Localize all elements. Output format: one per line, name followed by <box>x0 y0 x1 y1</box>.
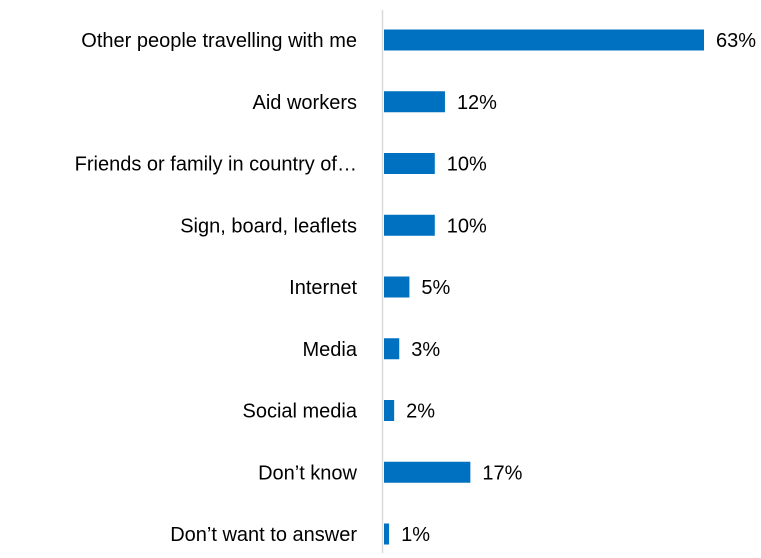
bar <box>384 29 704 51</box>
category-label: Don’t know <box>258 462 357 484</box>
category-label: Social media <box>242 401 357 423</box>
data-label: 2% <box>406 401 435 423</box>
data-label: 10% <box>447 154 487 176</box>
bar <box>384 523 390 545</box>
bar <box>384 153 435 174</box>
data-label: 17% <box>482 462 522 484</box>
data-label: 5% <box>421 277 450 299</box>
data-label: 3% <box>411 339 440 361</box>
bar <box>384 338 400 360</box>
category-label: Don’t want to answer <box>170 524 357 546</box>
category-label: Friends or family in country of… <box>75 154 357 176</box>
category-label: Media <box>303 339 358 361</box>
data-labels: 63% 12% 10% 10% 5% 3% 2% 17% 1% <box>401 30 756 546</box>
category-label: Aid workers <box>253 92 357 114</box>
data-label: 10% <box>447 215 487 237</box>
bar <box>384 276 410 298</box>
bars <box>384 29 704 545</box>
category-labels: Other people travelling with me Aid worke… <box>75 30 358 546</box>
data-label: 12% <box>457 92 497 114</box>
bar <box>384 91 445 113</box>
data-label: 63% <box>716 30 756 52</box>
bar <box>384 400 395 421</box>
category-label: Sign, board, leaflets <box>180 215 357 237</box>
bar <box>384 214 435 236</box>
category-label: Other people travelling with me <box>81 30 357 52</box>
bar <box>384 461 471 483</box>
category-label: Internet <box>289 277 357 299</box>
data-label: 1% <box>401 524 430 546</box>
